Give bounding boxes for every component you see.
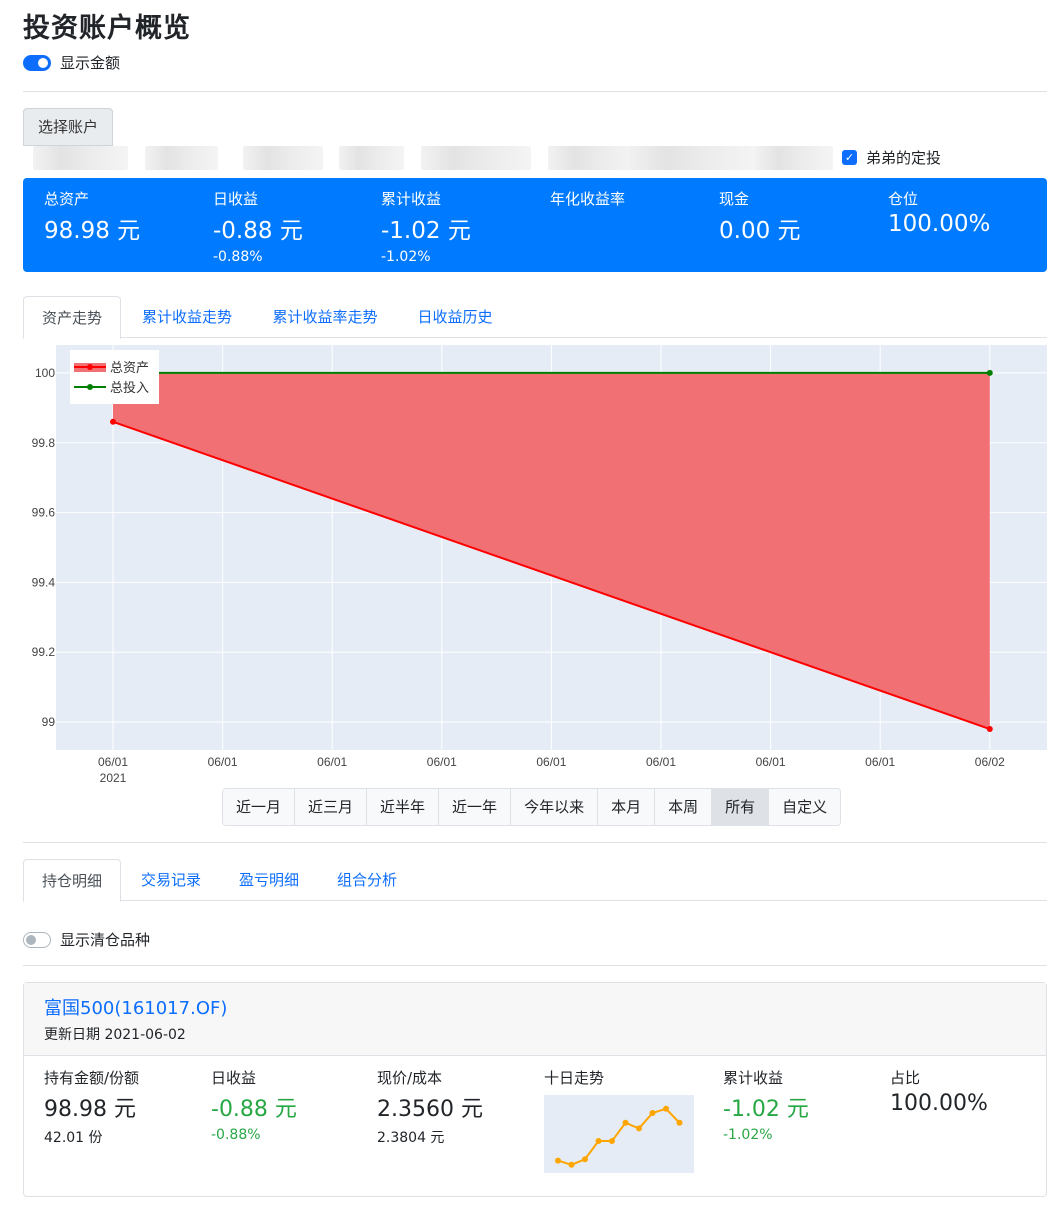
range-button-custom[interactable]: 自定义 — [769, 789, 841, 825]
sparkline-point — [568, 1161, 575, 1168]
holding-daily-gain: 日收益 -0.88 元 -0.88% — [211, 1069, 297, 1143]
x-tick-label: 06/01 — [536, 755, 566, 769]
sparkline-point — [663, 1105, 669, 1112]
asset-area-fill — [113, 372, 990, 730]
fund-name-link[interactable]: 富国500(161017.OF) — [44, 998, 228, 1019]
holding-tabs: 持仓明细 交易记录 盈亏明细 组合分析 — [23, 859, 1047, 902]
summary-cumulative-gain: 累计收益 -1.02 元 -1.02% — [381, 190, 471, 265]
x-tick-label: 06/01 — [98, 755, 128, 769]
page-title: 投资账户概览 — [23, 13, 191, 44]
summary-position: 仓位 100.00% — [888, 190, 991, 237]
x-tick-label: 06/02 — [975, 755, 1005, 769]
summary-cash: 现金 0.00 元 — [719, 190, 801, 244]
sparkline-background — [544, 1095, 694, 1173]
tab-asset-trend[interactable]: 资产走势 — [23, 296, 121, 339]
x-tick-label: 06/01 — [208, 755, 238, 769]
range-button-month[interactable]: 本月 — [598, 789, 656, 825]
range-button-group: 近一月 近三月 近半年 近一年 今年以来 本月 本周 所有 自定义 — [222, 788, 842, 826]
asset-trend-chart[interactable]: 99 99.2 99.4 99.6 99.8 100 06/01 2021 06/01 06/01… — [23, 342, 1047, 787]
y-tick-label: 99.6 — [32, 506, 56, 520]
divider — [23, 842, 1047, 843]
tab-profit-loss[interactable]: 盈亏明细 — [238, 871, 299, 889]
checkbox-checked-icon[interactable]: ✓ — [842, 150, 857, 165]
range-button-3m[interactable]: 近三月 — [295, 789, 368, 825]
tab-transactions[interactable]: 交易记录 — [140, 871, 201, 889]
legend-marker — [87, 364, 93, 370]
legend-label: 总投入 — [110, 380, 149, 396]
holding-cumulative-gain: 累计收益 -1.02 元 -1.02% — [723, 1069, 809, 1143]
range-button-1m[interactable]: 近一月 — [223, 789, 296, 825]
show-cleared-label: 显示清仓品种 — [60, 931, 151, 949]
tab-portfolio-analysis[interactable]: 组合分析 — [336, 871, 397, 889]
show-amount-toggle[interactable]: 显示金额 — [23, 52, 120, 73]
sparkline-point — [636, 1125, 642, 1132]
holding-amount: 持有金额/份额 98.98 元 42.01 份 — [44, 1069, 140, 1146]
sparkline-point — [555, 1157, 561, 1164]
y-tick-label: 99 — [42, 715, 56, 729]
summary-annual-rate: 年化收益率 — [550, 190, 626, 208]
y-tick-label: 99.2 — [32, 645, 56, 659]
y-tick-label: 100 — [35, 366, 55, 380]
x-tick-label: 06/01 — [427, 755, 457, 769]
account-checkbox-label: 弟弟的定投 — [866, 149, 942, 167]
holding-card-header: 富国500(161017.OF) 更新日期 2021-06-02 — [24, 983, 1046, 1056]
summary-total-assets: 总资产 98.98 元 — [44, 190, 141, 244]
data-point — [110, 418, 116, 425]
tab-holdings[interactable]: 持仓明细 — [23, 859, 121, 902]
x-tick-label: 06/01 — [865, 755, 895, 769]
x-tick-label: 06/01 — [756, 755, 786, 769]
summary-daily-gain: 日收益 -0.88 元 -0.88% — [213, 190, 303, 265]
account-checkbox-row[interactable]: ✓ 弟弟的定投 — [842, 147, 941, 168]
holding-ten-day-trend: 十日走势 — [544, 1067, 694, 1173]
legend-marker — [87, 384, 93, 390]
x-tick-label: 06/01 — [646, 755, 676, 769]
holding-card: 富国500(161017.OF) 更新日期 2021-06-02 持有金额/份额… — [23, 982, 1047, 1197]
blurred-account-list — [23, 144, 843, 170]
divider — [23, 965, 1047, 966]
tab-daily-history[interactable]: 日收益历史 — [417, 308, 493, 326]
show-cleared-toggle[interactable]: 显示清仓品种 — [23, 929, 150, 950]
tab-cumulative-gain[interactable]: 累计收益走势 — [141, 308, 232, 326]
series-line — [112, 420, 991, 730]
holding-price-cost: 现价/成本 2.3560 元 2.3804 元 — [377, 1069, 483, 1146]
holding-ratio: 占比 100.00% — [890, 1069, 988, 1116]
toggle-switch-on[interactable] — [23, 54, 51, 71]
range-button-6m[interactable]: 近半年 — [367, 789, 440, 825]
range-button-1y[interactable]: 近一年 — [439, 789, 512, 825]
sparkline-point — [582, 1156, 588, 1163]
toggle-switch-off[interactable] — [23, 931, 51, 948]
legend-box — [70, 350, 159, 404]
y-tick-label: 99.8 — [32, 436, 56, 450]
sparkline-chart — [544, 1095, 694, 1173]
x-tick-label: 2021 — [100, 771, 127, 785]
legend-label: 总资产 — [110, 361, 149, 376]
update-date: 更新日期 2021-06-02 — [44, 1027, 186, 1043]
sparkline-point — [676, 1119, 683, 1126]
range-button-ytd[interactable]: 今年以来 — [511, 789, 599, 825]
data-point — [986, 726, 993, 733]
y-tick-label: 99.4 — [32, 575, 56, 589]
range-button-all[interactable]: 所有 — [712, 789, 770, 825]
sparkline-point — [595, 1138, 602, 1144]
summary-panel: 总资产 98.98 元 日收益 -0.88 元 -0.88% 累计收益 -1.0… — [23, 178, 1047, 272]
divider — [23, 91, 1047, 92]
data-point — [986, 369, 993, 376]
chart-tabs: 资产走势 累计收益走势 累计收益率走势 日收益历史 — [23, 296, 1047, 339]
range-button-week[interactable]: 本周 — [655, 789, 713, 825]
show-amount-label: 显示金额 — [60, 54, 121, 72]
x-tick-label: 06/01 — [317, 755, 347, 769]
tab-cumulative-rate[interactable]: 累计收益率走势 — [272, 308, 378, 326]
sparkline-point — [609, 1138, 615, 1144]
sparkline-line — [557, 1107, 681, 1166]
sparkline-point — [622, 1119, 629, 1126]
select-account-button[interactable]: 选择账户 — [23, 108, 113, 146]
sparkline-point — [649, 1110, 656, 1116]
